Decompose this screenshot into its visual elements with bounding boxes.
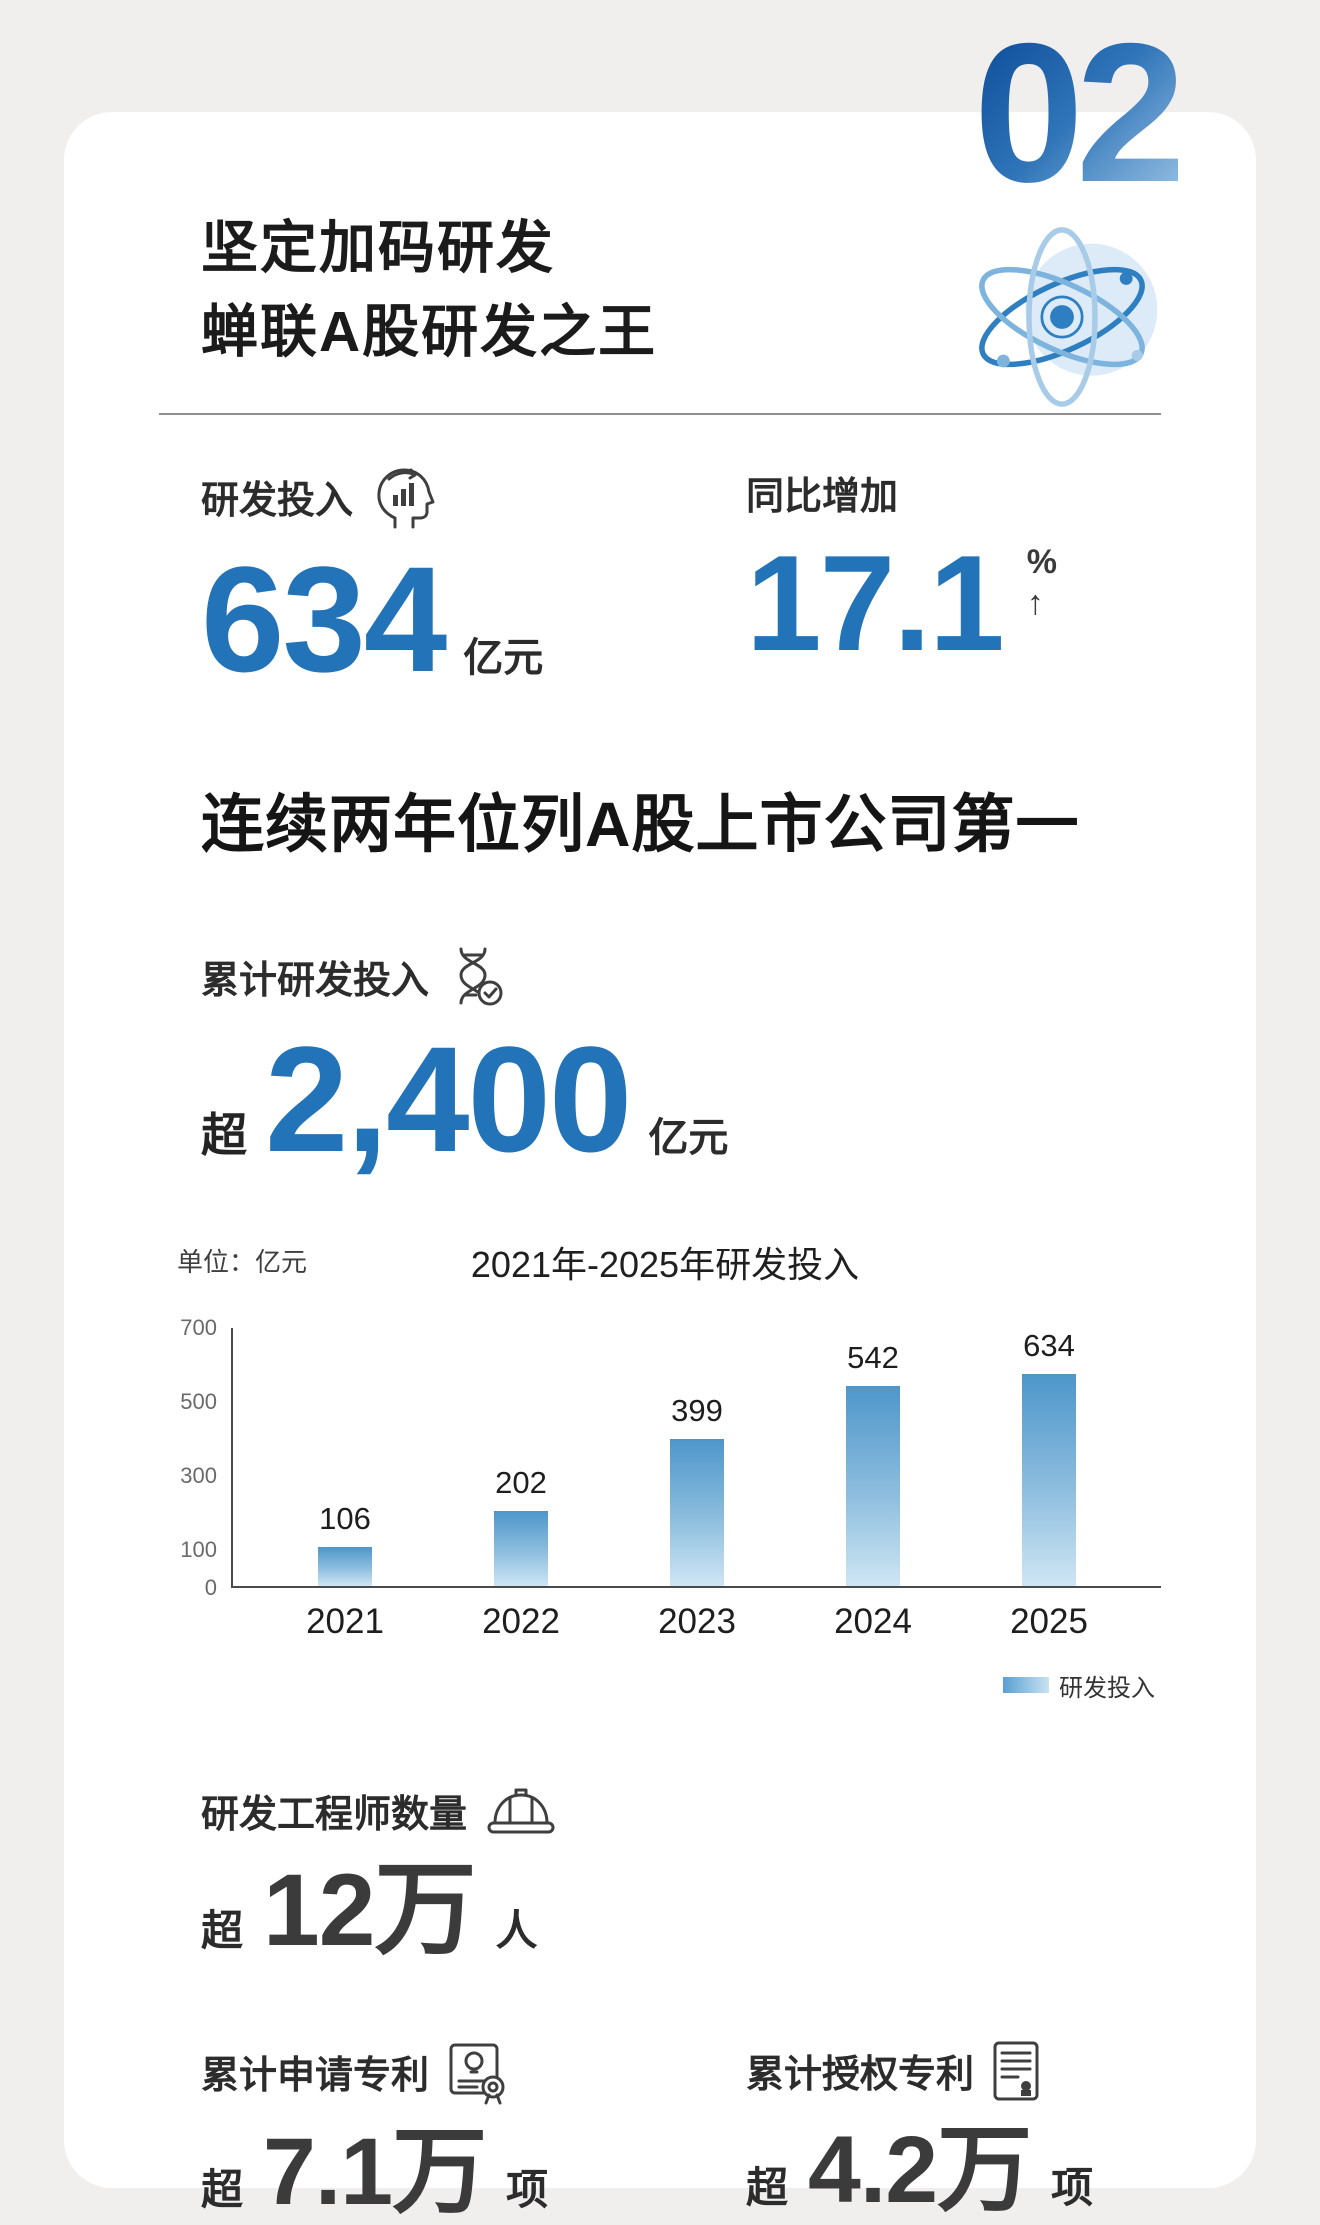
section-number: 02 [973, 2, 1186, 223]
x-tick-label: 2024 [834, 1601, 912, 1641]
y-tick-label: 300 [180, 1463, 217, 1489]
legend-swatch-icon [1003, 1677, 1049, 1694]
title-divider [159, 412, 1161, 415]
patents-granted-section: 累计授权专利 超 4.2万 项 [746, 2039, 1093, 2223]
yoy-value: 17.1 [746, 526, 1005, 679]
bar [494, 1511, 548, 1586]
patents-granted-unit: 项 [1051, 2163, 1094, 2211]
chart-plot: 106 202 399 542 634 [231, 1327, 1161, 1588]
chart-title: 2021年-2025年研发投入 [470, 1243, 860, 1285]
certificate-icon [445, 2039, 509, 2105]
stat-rnd-label: 研发投入 [201, 480, 354, 523]
patents-applied-prefix: 超 [201, 2165, 244, 2213]
x-tick-label: 2022 [482, 1601, 560, 1641]
patents-granted-prefix: 超 [746, 2163, 789, 2211]
legend-label: 研发投入 [1059, 1674, 1155, 1702]
patents-applied-section: 累计申请专利 超 7.1万 [201, 2039, 746, 2223]
cumulative-label: 累计研发投入 [201, 960, 430, 1003]
cumulative-prefix: 超 [201, 1108, 247, 1161]
y-tick-label: 500 [180, 1388, 217, 1414]
x-tick-label: 2023 [658, 1601, 736, 1641]
bar [846, 1385, 900, 1586]
engineers-section: 研发工程师数量 超 12万 人 [159, 1783, 1161, 1964]
cumulative-unit: 亿元 [648, 1115, 729, 1160]
bar-group: 399 [649, 1328, 745, 1586]
patents-granted-value: 4.2万 [808, 2116, 1032, 2223]
bar [670, 1438, 724, 1586]
hard-hat-icon [483, 1783, 559, 1839]
patents-applied-label: 累计申请专利 [201, 2055, 430, 2098]
engineers-label: 研发工程师数量 [201, 1794, 468, 1837]
patents-granted-label: 累计授权专利 [746, 2054, 975, 2097]
cumulative-rnd-section: 累计研发投入 超 2,400 亿元 [159, 945, 1161, 1176]
rnd-investment-unit: 亿元 [463, 635, 544, 680]
x-tick-label: 2021 [306, 1601, 384, 1641]
chart-legend: 研发投入 [169, 1668, 1161, 1703]
bar-group: 634 [1001, 1328, 1097, 1586]
engineers-prefix: 超 [201, 1906, 244, 1954]
page-title: 坚定加码研发 蝉联A股研发之王 [159, 207, 1161, 375]
page-title-line2: 蝉联A股研发之王 [201, 299, 658, 364]
chart-y-axis: 0 100 300 500 700 [169, 1315, 231, 1600]
patents-row: 累计申请专利 超 7.1万 [159, 2039, 1161, 2223]
y-tick-label: 700 [180, 1314, 217, 1340]
headline: 连续两年位列A股上市公司第一 [201, 789, 1080, 860]
bar [318, 1546, 372, 1586]
document-seal-icon [990, 2039, 1042, 2103]
bar-value-label: 106 [319, 1500, 371, 1536]
engineers-value: 12万 [263, 1852, 476, 1967]
bar-group: 106 [297, 1328, 393, 1586]
top-stats-row: 研发投入 634 亿元 同比增加 [159, 465, 1161, 696]
page-title-line1: 坚定加码研发 [201, 216, 555, 280]
bar-value-label: 634 [1023, 1327, 1075, 1363]
patents-applied-value: 7.1万 [263, 2118, 487, 2225]
chart-unit-label: 单位：亿元 [177, 1246, 308, 1277]
rnd-investment-value: 634 [201, 534, 447, 703]
bar-value-label: 399 [671, 1392, 723, 1428]
patents-applied-unit: 项 [506, 2165, 549, 2213]
rnd-investment-bar-chart: 单位：亿元 2021年-2025年研发投入 0 100 300 500 700 106 2… [159, 1236, 1161, 1703]
bar [1022, 1373, 1076, 1586]
y-tick-label: 100 [180, 1537, 217, 1563]
content-card: 坚定加码研发 蝉联A股研发之王 研发投入 634 [64, 112, 1256, 2221]
chart-x-axis: 2021 2022 2023 2024 2025 [233, 1602, 1161, 1642]
x-tick-label: 2025 [1010, 1601, 1088, 1641]
stat-yoy-label: 同比增加 [746, 475, 899, 518]
cumulative-value: 2,400 [265, 1014, 632, 1183]
dna-check-icon [445, 945, 505, 1009]
rnd-head-chart-icon [369, 465, 441, 529]
up-arrow-icon: ↑ [1026, 583, 1044, 622]
bar-value-label: 202 [495, 1465, 547, 1501]
stat-rnd-investment: 研发投入 634 亿元 [201, 465, 746, 696]
y-tick-label: 0 [204, 1574, 217, 1600]
atom-icon [952, 222, 1172, 417]
engineers-unit: 人 [495, 1906, 538, 1954]
yoy-percent-sign: % [1026, 542, 1057, 581]
bar-group: 202 [473, 1328, 569, 1586]
stat-yoy-increase: 同比增加 17.1 % ↑ [746, 465, 1057, 696]
bar-value-label: 542 [847, 1339, 899, 1375]
bar-group: 542 [825, 1328, 921, 1586]
